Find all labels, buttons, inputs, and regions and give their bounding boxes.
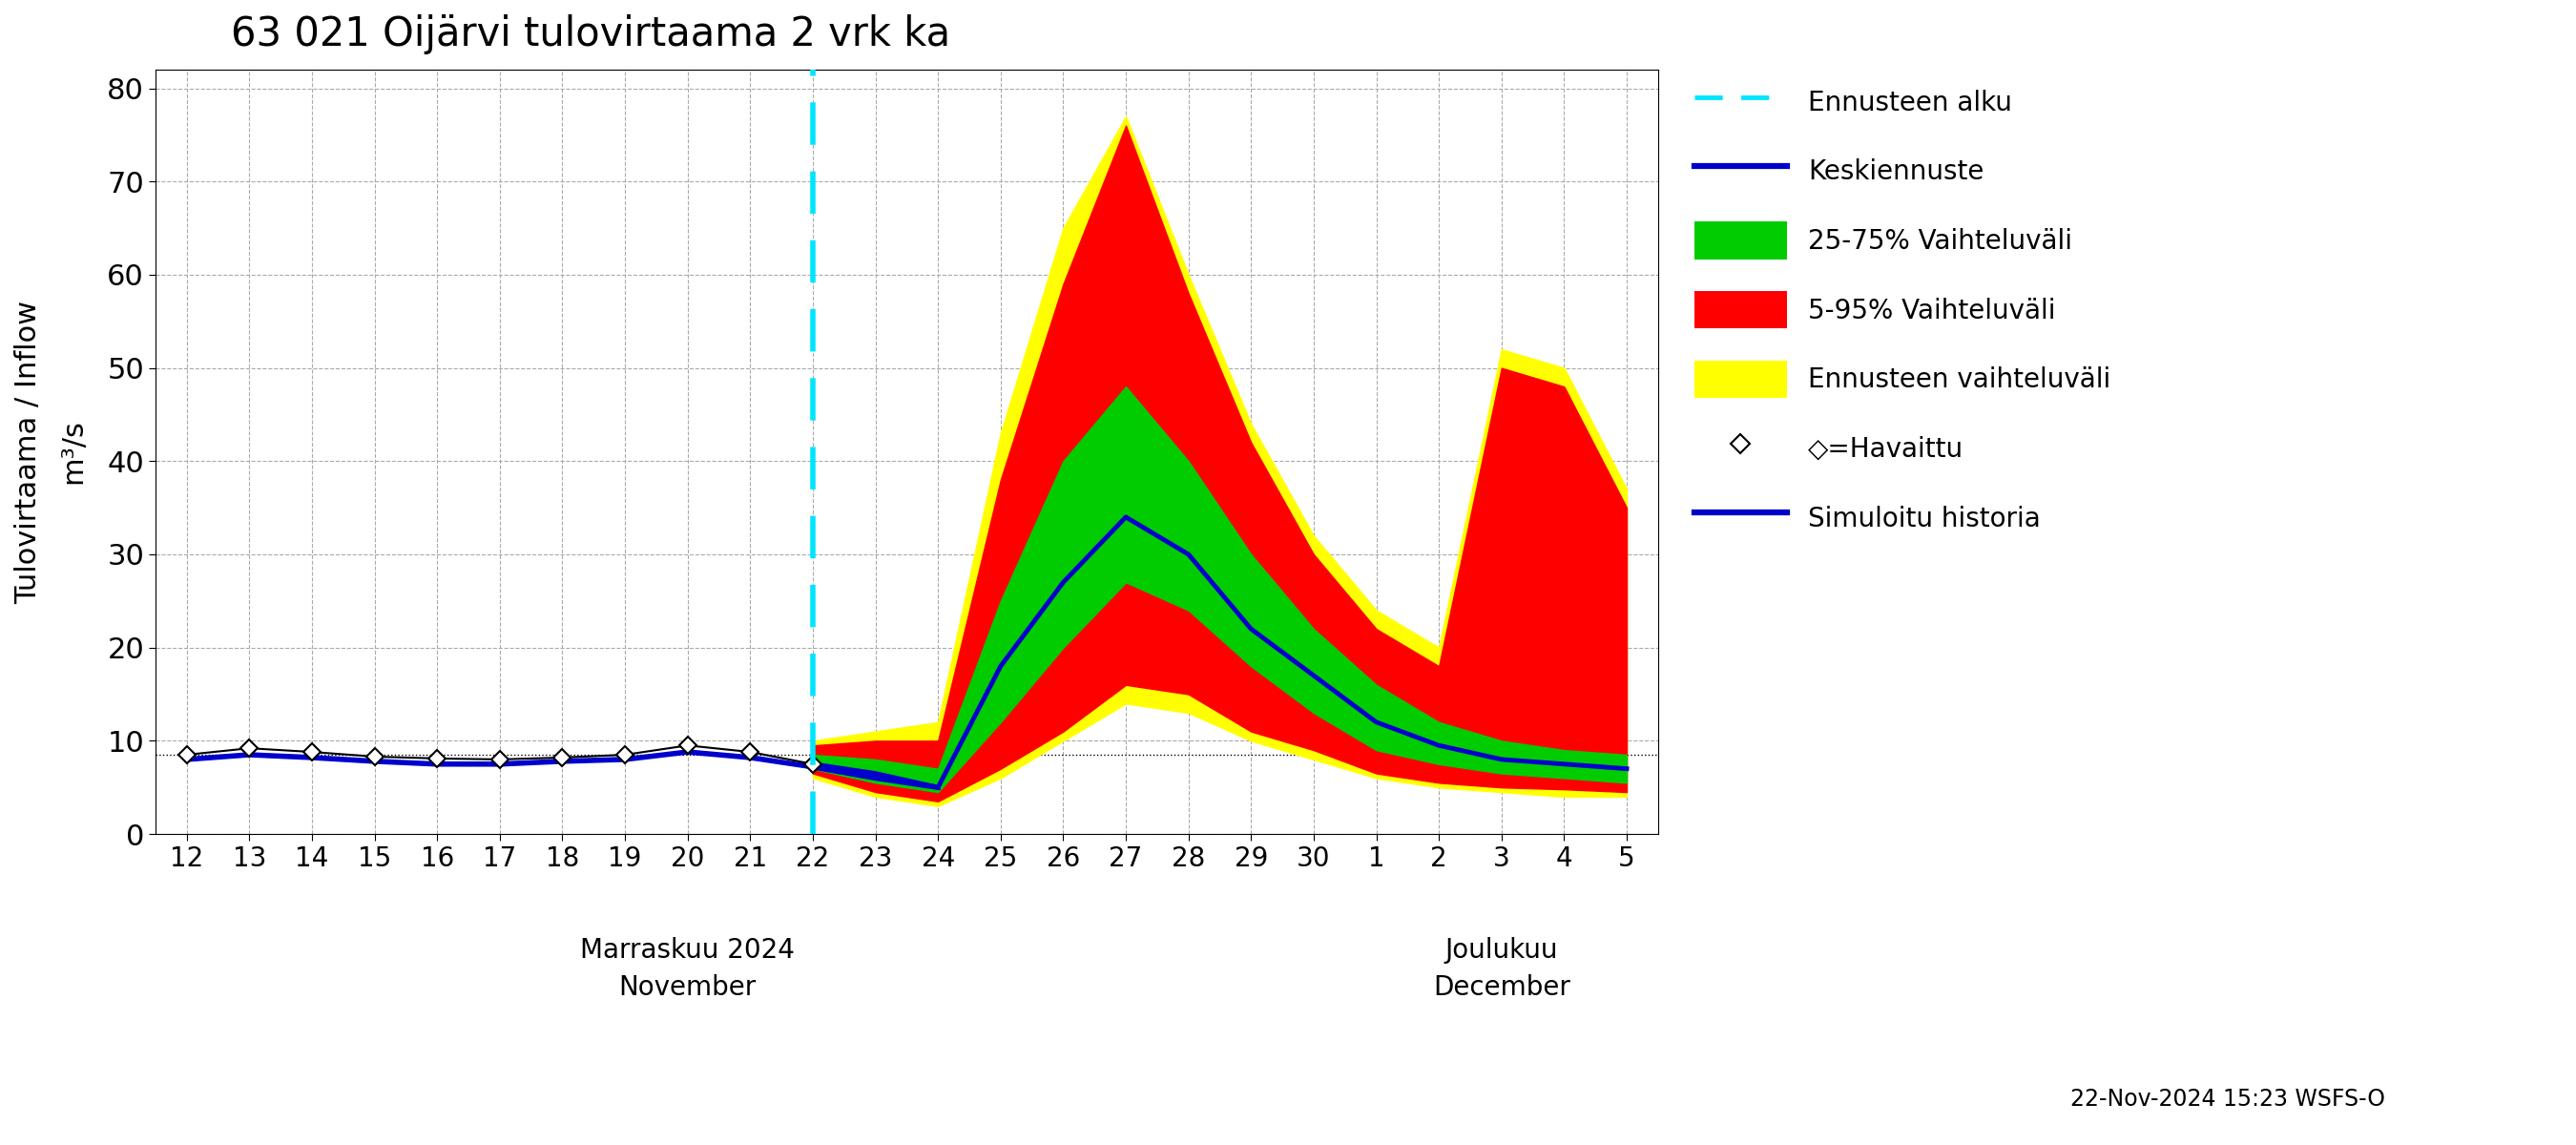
Text: Marraskuu 2024
November: Marraskuu 2024 November [580,937,796,1001]
Text: 22-Nov-2024 15:23 WSFS-O: 22-Nov-2024 15:23 WSFS-O [2071,1088,2385,1111]
Y-axis label: Tulovirtaama / Inflow
m³/s: Tulovirtaama / Inflow m³/s [15,300,88,603]
Text: Joulukuu
December: Joulukuu December [1432,937,1571,1001]
Legend: Ennusteen alku, Keskiennuste, 25-75% Vaihteluväli, 5-95% Vaihteluväli, Ennusteen: Ennusteen alku, Keskiennuste, 25-75% Vai… [1687,76,2120,545]
Text: 63 021 Oijärvi tulovirtaama 2 vrk ka: 63 021 Oijärvi tulovirtaama 2 vrk ka [232,14,951,54]
